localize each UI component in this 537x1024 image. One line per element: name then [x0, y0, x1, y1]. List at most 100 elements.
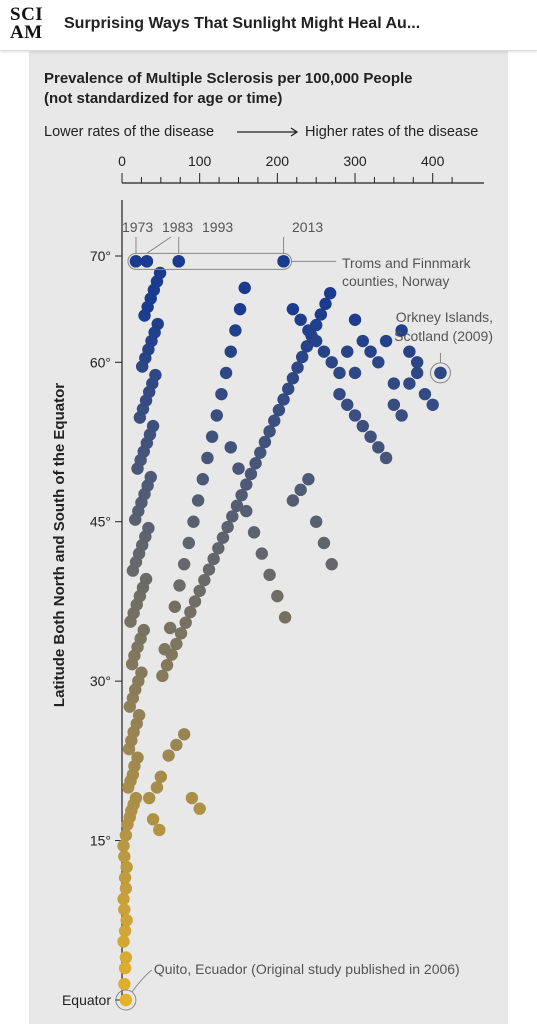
data-point: [356, 334, 369, 348]
data-point: [226, 510, 239, 523]
data-point: [188, 595, 202, 608]
data-point: [205, 430, 219, 443]
orkney-label-line1: Orkney Islands,: [396, 309, 493, 325]
data-point: [118, 961, 132, 975]
data-point: [173, 579, 186, 592]
sciam-logo[interactable]: SCI AM: [10, 4, 50, 42]
x-tick-label: 200: [266, 153, 290, 169]
data-point: [149, 368, 162, 382]
data-point: [271, 589, 284, 603]
data-point: [137, 623, 150, 637]
quito-ring: [115, 989, 137, 1011]
x-tick-label: 100: [188, 153, 212, 169]
data-point: [341, 398, 354, 411]
data-point: [286, 302, 300, 316]
article-title: Surprising Ways That Sunlight Might Heal…: [64, 15, 421, 32]
data-point: [168, 600, 182, 613]
data-point: [309, 334, 323, 348]
data-point: [302, 324, 315, 337]
data-point: [224, 441, 237, 454]
data-point: [117, 892, 130, 906]
data-point: [146, 419, 160, 433]
data-point: [387, 398, 401, 411]
data-point: [372, 356, 385, 369]
data-point: [286, 372, 300, 385]
y-tick-label: 70°: [90, 248, 111, 264]
data-point: [150, 781, 164, 794]
data-point: [235, 488, 248, 502]
data-point: [179, 616, 192, 629]
data-point: [294, 313, 307, 326]
x-axis: 0 100 200 300 400: [118, 153, 484, 184]
data-point: [263, 425, 276, 438]
chart-title: Prevalence of Multiple Sclerosis per 100…: [44, 70, 413, 87]
y-tick-label: 60°: [90, 354, 111, 370]
y-axis-label: Latitude Both North and South of the Equ…: [51, 383, 68, 707]
data-point: [119, 882, 133, 895]
data-point: [221, 520, 234, 534]
data-point: [247, 526, 261, 539]
troms-highlight-box: [127, 252, 293, 270]
highlight-point: [140, 255, 154, 268]
data-point: [426, 398, 439, 411]
quito-point: [119, 993, 133, 1007]
data-point: [202, 563, 216, 576]
data-point: [118, 903, 131, 916]
data-point: [309, 515, 323, 528]
data-point: [201, 451, 214, 465]
data-point: [268, 414, 281, 427]
data-point: [317, 345, 331, 358]
data-point: [144, 470, 157, 484]
direction-right-label: Higher rates of the disease: [305, 124, 478, 140]
y-axis: Equator 15° 30° 45° 60° 70°: [62, 200, 123, 1008]
data-point: [244, 467, 258, 481]
data-point: [170, 637, 183, 651]
data-point: [395, 324, 408, 337]
data-point: [216, 531, 230, 544]
data-points: [117, 255, 447, 1007]
data-point: [131, 751, 144, 764]
data-point: [120, 914, 133, 927]
data-point: [254, 446, 267, 459]
data-point: [232, 462, 245, 475]
data-point: [219, 366, 233, 380]
data-point: [120, 860, 133, 874]
data-point: [185, 791, 199, 805]
data-point: [212, 542, 225, 555]
data-point: [333, 387, 346, 401]
data-point: [193, 584, 206, 597]
data-point: [117, 839, 130, 853]
data-point: [210, 409, 223, 422]
data-point: [300, 340, 314, 353]
data-point: [348, 409, 362, 422]
data-point: [348, 313, 362, 326]
data-point: [153, 266, 167, 280]
data-point: [277, 393, 290, 406]
data-point: [119, 829, 133, 842]
data-point: [348, 366, 362, 380]
data-point: [158, 643, 171, 656]
highlight-point: [172, 255, 185, 268]
data-point: [291, 361, 304, 374]
logo-line-1: SCI: [10, 4, 44, 25]
data-point: [410, 366, 424, 380]
top-bar: SCI AM Surprising Ways That Sunlight Mig…: [0, 0, 537, 51]
data-point: [132, 708, 146, 722]
data-point: [296, 350, 309, 364]
data-point: [193, 802, 206, 815]
y-tick-label: Equator: [62, 992, 111, 1008]
data-point: [163, 621, 177, 635]
data-point: [272, 403, 286, 417]
data-point: [198, 573, 211, 587]
data-point: [118, 871, 132, 884]
troms-label-line1: Troms and Finnmark: [342, 255, 472, 271]
data-point: [317, 536, 331, 550]
data-point: [282, 382, 295, 396]
data-point: [240, 478, 253, 491]
data-point: [319, 297, 332, 311]
data-point: [224, 345, 237, 358]
data-point: [170, 738, 183, 752]
data-point: [323, 287, 337, 300]
data-point: [403, 345, 416, 358]
data-point: [142, 521, 155, 535]
